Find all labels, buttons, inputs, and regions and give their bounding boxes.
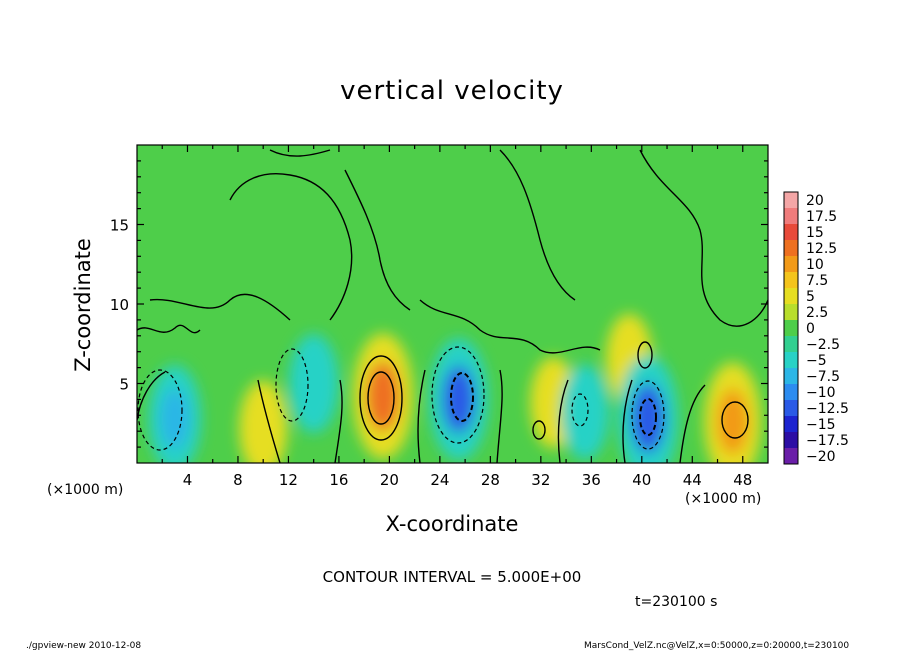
colorbar-label-4: 10 [806, 257, 824, 273]
colorbar-swatch-4 [784, 256, 798, 272]
colorbar-frame [783, 191, 799, 465]
x-tick-label-4: 4 [183, 471, 193, 489]
colorbar-label-2: 15 [806, 225, 824, 241]
x-unit-label-right: (×1000 m) [685, 491, 762, 507]
colorbar-label-0: 20 [806, 193, 824, 209]
colorbar-swatch-12 [784, 384, 798, 400]
x-tick-label-48: 48 [733, 471, 752, 489]
x-tick-label-36: 36 [582, 471, 601, 489]
negative-contours [137, 346, 665, 451]
colorbar-label-11: −7.5 [806, 369, 840, 385]
time-label: t=230100 s [635, 594, 718, 610]
colorbar-label-1: 17.5 [806, 209, 837, 225]
footer-left: ./gpview-new 2010-12-08 [26, 641, 142, 651]
footer-right: MarsCond_VelZ.nc@VelZ,x=0:50000,z=0:2000… [584, 641, 850, 651]
colorbar-label-14: −15 [806, 417, 836, 433]
x-tick-label-8: 8 [233, 471, 243, 489]
colorbar-label-6: 5 [806, 289, 815, 305]
colorbar-swatch-6 [784, 288, 798, 304]
colorbar-label-10: −5 [806, 353, 827, 369]
cell-core-6 [571, 385, 599, 439]
y-tick-label-5: 5 [119, 376, 129, 394]
cell-core-4 [442, 365, 475, 433]
colorbar-swatch-14 [784, 416, 798, 432]
y-tick-label-10: 10 [110, 296, 129, 314]
cell-core-1 [250, 401, 277, 455]
colorbar-swatch-9 [784, 336, 798, 352]
x-tick-label-24: 24 [430, 471, 449, 489]
x-tick-label-16: 16 [329, 471, 348, 489]
colorbar-label-8: 0 [806, 321, 815, 337]
x-tick-label-32: 32 [531, 471, 550, 489]
colorbar-label-9: −2.5 [806, 337, 840, 353]
colorbar-swatch-11 [784, 368, 798, 384]
colorbar-label-7: 2.5 [806, 305, 828, 321]
cell-core-9 [716, 389, 749, 455]
cell-core-2 [300, 356, 328, 411]
colorbar-swatch-3 [784, 240, 798, 256]
contour-lines [137, 149, 768, 463]
colorbar-swatch-15 [784, 432, 798, 448]
colorbar-label-3: 12.5 [806, 241, 837, 257]
colorbar-label-12: −10 [806, 385, 836, 401]
x-tick-label-28: 28 [481, 471, 500, 489]
colorbar-swatch-7 [784, 304, 798, 320]
colorbar-label-15: −17.5 [806, 433, 849, 449]
x-tick-label-20: 20 [380, 471, 399, 489]
colorbar-swatch-16 [784, 448, 798, 464]
colorbar-label-16: −20 [806, 449, 836, 465]
colorbar-swatch-8 [784, 320, 798, 336]
x-tick-label-12: 12 [279, 471, 298, 489]
x-tick-label-44: 44 [683, 471, 702, 489]
colorbar-swatch-13 [784, 400, 798, 416]
colorbar-swatch-10 [784, 352, 798, 368]
x-tick-label-40: 40 [632, 471, 651, 489]
colorbar-label-13: −12.5 [806, 401, 849, 417]
y-tick-label-15: 15 [110, 217, 129, 235]
colorbar-swatch-2 [784, 224, 798, 240]
colorbar-swatch-5 [784, 272, 798, 288]
x-axis-label: X-coordinate [385, 512, 519, 536]
y-axis-label: Z-coordinate [71, 238, 95, 372]
colorbar: 2017.51512.5107.552.50−2.5−5−7.5−10−12.5… [783, 191, 849, 465]
velocity-field [137, 145, 768, 463]
chart-title: vertical velocity [340, 76, 564, 106]
colorbar-swatch-1 [784, 208, 798, 224]
colorbar-label-5: 7.5 [806, 273, 828, 289]
contour-interval-label: CONTOUR INTERVAL = 5.000E+00 [322, 568, 582, 586]
x-unit-label-left: (×1000 m) [47, 482, 124, 498]
cell-core-8 [631, 383, 665, 454]
colorbar-swatch-0 [784, 192, 798, 208]
